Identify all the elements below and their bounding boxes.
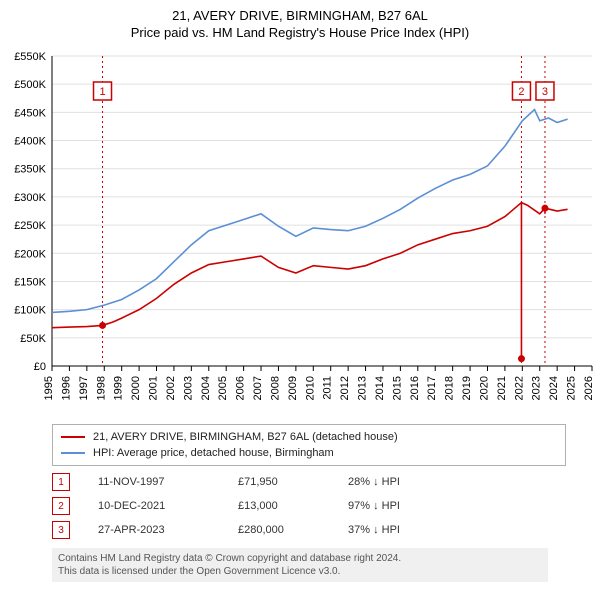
svg-text:1996: 1996 (60, 376, 72, 400)
table-row: 3 27-APR-2023 £280,000 37% ↓ HPI (52, 518, 548, 542)
legend-item-hpi: HPI: Average price, detached house, Birm… (61, 445, 557, 461)
line-chart: £0 £50K £100K £150K £200K £250K £300K £350K £400… (0, 46, 600, 416)
svg-text:2005: 2005 (217, 376, 229, 400)
footer-line1: Contains HM Land Registry data © Crown c… (58, 552, 542, 565)
legend-swatch (61, 452, 85, 454)
svg-text:2000: 2000 (130, 376, 142, 400)
svg-text:2006: 2006 (235, 376, 247, 400)
svg-text:£400K: £400K (14, 136, 46, 148)
attribution-footer: Contains HM Land Registry data © Crown c… (52, 548, 548, 582)
txn-price: £280,000 (238, 524, 348, 536)
transaction-table: 1 11-NOV-1997 £71,950 28% ↓ HPI 2 10-DEC… (52, 470, 548, 542)
svg-text:1997: 1997 (78, 376, 90, 400)
svg-text:2021: 2021 (496, 376, 508, 400)
legend-label: HPI: Average price, detached house, Birm… (93, 445, 334, 461)
legend-swatch (61, 436, 85, 438)
txn-date: 11-NOV-1997 (98, 476, 238, 488)
svg-text:£100K: £100K (14, 305, 46, 317)
svg-text:2002: 2002 (165, 376, 177, 400)
svg-text:1995: 1995 (43, 376, 55, 400)
txn-price: £13,000 (238, 500, 348, 512)
svg-text:2: 2 (518, 86, 524, 98)
svg-text:2026: 2026 (583, 376, 595, 400)
legend-item-property: 21, AVERY DRIVE, BIRMINGHAM, B27 6AL (de… (61, 429, 557, 445)
svg-text:1999: 1999 (113, 376, 125, 400)
svg-text:2013: 2013 (357, 376, 369, 400)
footer-line2: This data is licensed under the Open Gov… (58, 565, 542, 578)
svg-text:2020: 2020 (478, 376, 490, 400)
svg-text:2011: 2011 (322, 376, 334, 400)
legend: 21, AVERY DRIVE, BIRMINGHAM, B27 6AL (de… (52, 424, 566, 466)
txn-diff: 37% ↓ HPI (348, 524, 458, 536)
marker-badge: 2 (52, 497, 70, 515)
svg-text:£200K: £200K (14, 248, 46, 260)
svg-text:2003: 2003 (182, 376, 194, 400)
marker-badge: 3 (52, 521, 70, 539)
svg-text:2008: 2008 (269, 376, 281, 400)
chart-title: 21, AVERY DRIVE, BIRMINGHAM, B27 6AL Pri… (0, 0, 600, 40)
svg-text:£250K: £250K (14, 220, 46, 232)
table-row: 2 10-DEC-2021 £13,000 97% ↓ HPI (52, 494, 548, 518)
svg-text:£450K: £450K (14, 107, 46, 119)
txn-date: 27-APR-2023 (98, 524, 238, 536)
chart-area: £0 £50K £100K £150K £200K £250K £300K £350K £400… (0, 46, 600, 416)
txn-price: £71,950 (238, 476, 348, 488)
svg-text:2009: 2009 (287, 376, 299, 400)
svg-text:£300K: £300K (14, 192, 46, 204)
svg-text:£150K: £150K (14, 276, 46, 288)
svg-text:1998: 1998 (95, 376, 107, 400)
svg-text:2016: 2016 (409, 376, 421, 400)
svg-text:2001: 2001 (148, 376, 160, 400)
svg-text:2014: 2014 (374, 376, 386, 400)
txn-date: 10-DEC-2021 (98, 500, 238, 512)
svg-text:2025: 2025 (566, 376, 578, 400)
marker-badge: 1 (52, 473, 70, 491)
svg-text:2010: 2010 (304, 376, 316, 400)
svg-text:2015: 2015 (391, 376, 403, 400)
svg-text:2012: 2012 (339, 376, 351, 400)
svg-text:1: 1 (99, 86, 105, 98)
svg-text:2018: 2018 (444, 376, 456, 400)
svg-text:2022: 2022 (513, 376, 525, 400)
legend-label: 21, AVERY DRIVE, BIRMINGHAM, B27 6AL (de… (93, 429, 398, 445)
svg-text:2004: 2004 (200, 376, 212, 400)
svg-text:3: 3 (542, 86, 548, 98)
svg-text:2019: 2019 (461, 376, 473, 400)
title-address: 21, AVERY DRIVE, BIRMINGHAM, B27 6AL (0, 8, 600, 23)
svg-text:2024: 2024 (548, 376, 560, 400)
txn-diff: 28% ↓ HPI (348, 476, 458, 488)
svg-text:£550K: £550K (14, 51, 46, 63)
svg-text:2017: 2017 (426, 376, 438, 400)
svg-text:2023: 2023 (531, 376, 543, 400)
table-row: 1 11-NOV-1997 £71,950 28% ↓ HPI (52, 470, 548, 494)
txn-diff: 97% ↓ HPI (348, 500, 458, 512)
svg-text:£0: £0 (34, 361, 46, 373)
svg-text:2007: 2007 (252, 376, 264, 400)
svg-text:£50K: £50K (20, 333, 46, 345)
svg-text:£500K: £500K (14, 79, 46, 91)
svg-text:£350K: £350K (14, 164, 46, 176)
title-subtitle: Price paid vs. HM Land Registry's House … (0, 25, 600, 40)
